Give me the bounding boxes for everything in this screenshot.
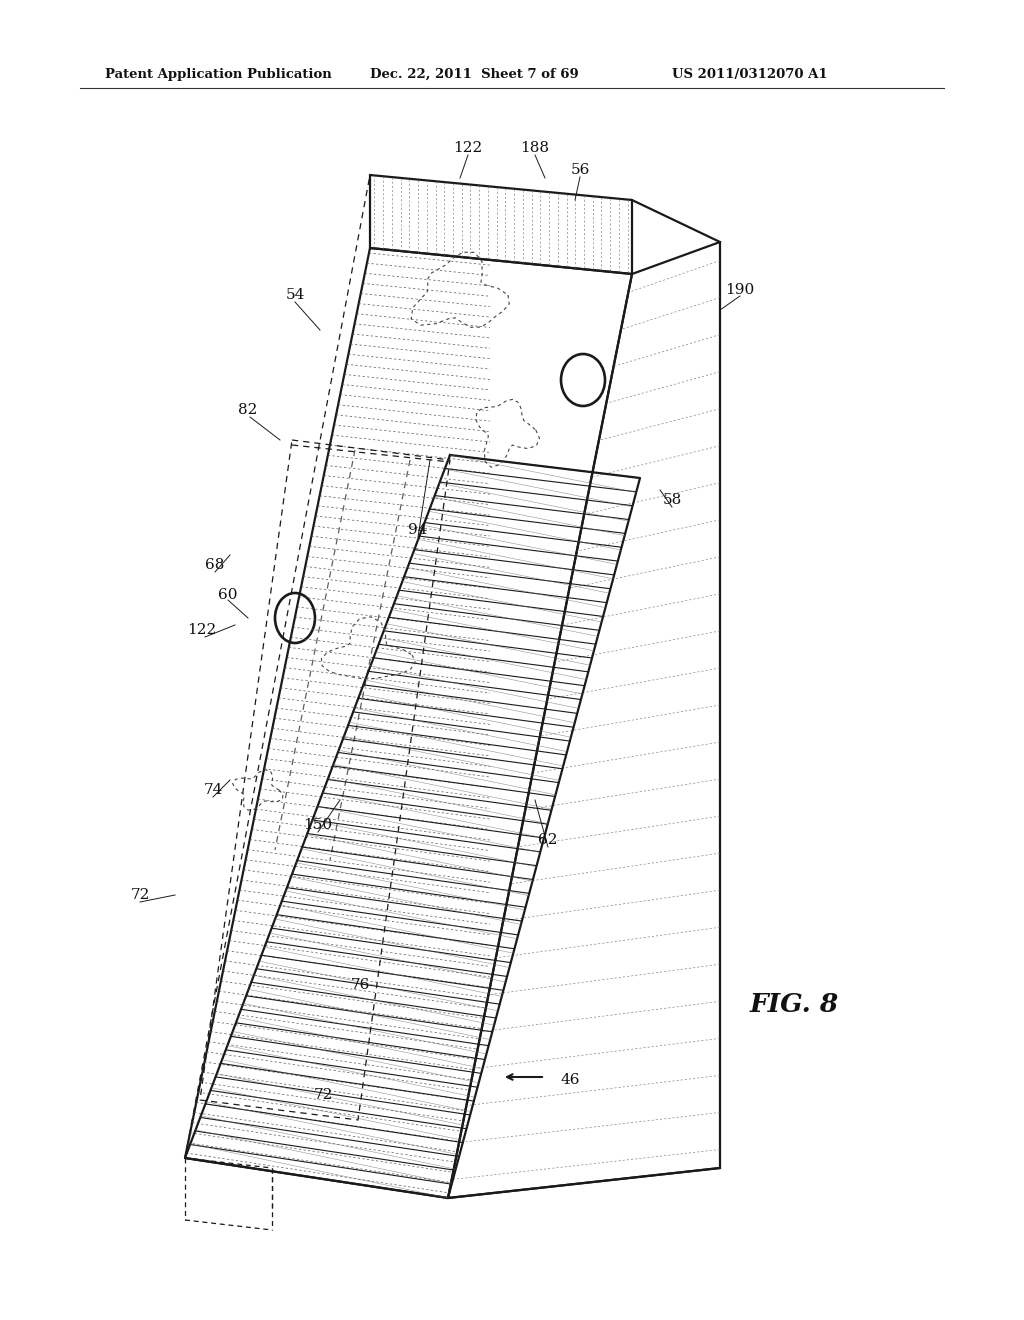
Text: 46: 46 xyxy=(560,1073,580,1086)
Text: 122: 122 xyxy=(187,623,217,638)
Text: Dec. 22, 2011  Sheet 7 of 69: Dec. 22, 2011 Sheet 7 of 69 xyxy=(370,69,579,81)
Text: 122: 122 xyxy=(454,141,482,154)
Text: 56: 56 xyxy=(570,162,590,177)
Text: Patent Application Publication: Patent Application Publication xyxy=(105,69,332,81)
Text: 188: 188 xyxy=(520,141,550,154)
Text: 76: 76 xyxy=(350,978,370,993)
Text: 150: 150 xyxy=(303,818,333,832)
Text: 62: 62 xyxy=(539,833,558,847)
Text: 72: 72 xyxy=(313,1088,333,1102)
Text: 68: 68 xyxy=(206,558,224,572)
Text: 60: 60 xyxy=(218,587,238,602)
Text: FIG. 8: FIG. 8 xyxy=(750,993,840,1018)
Text: 72: 72 xyxy=(130,888,150,902)
Text: 82: 82 xyxy=(239,403,258,417)
Text: 54: 54 xyxy=(286,288,305,302)
Text: 58: 58 xyxy=(663,492,682,507)
Text: 94: 94 xyxy=(409,523,428,537)
Text: US 2011/0312070 A1: US 2011/0312070 A1 xyxy=(672,69,827,81)
Text: 190: 190 xyxy=(725,282,755,297)
Text: 74: 74 xyxy=(204,783,222,797)
